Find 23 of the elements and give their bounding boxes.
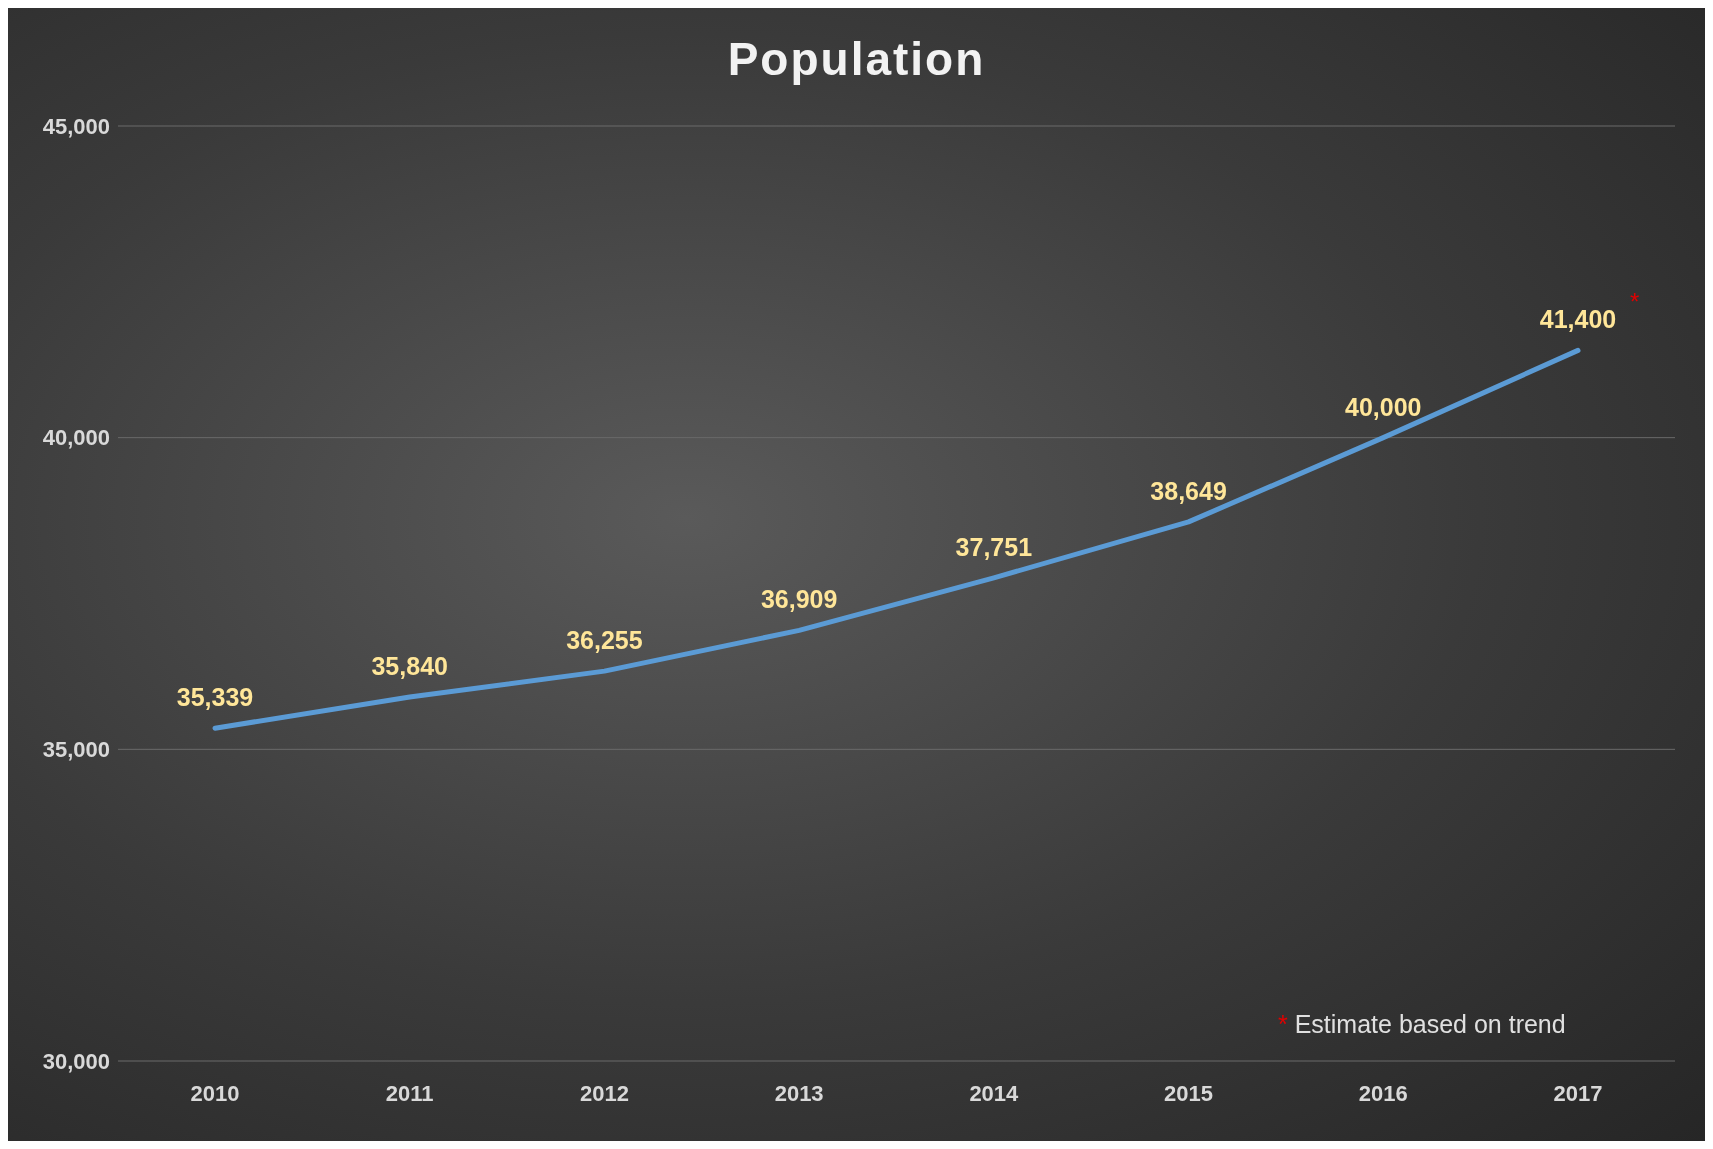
x-tick-label: 2016 (1358, 1080, 1408, 1106)
text: 38,649 (1150, 476, 1227, 505)
y-tick-label: 30,000 (42, 1048, 110, 1074)
text: 36,909 (760, 585, 838, 614)
x-tick-label: 2014 (969, 1080, 1020, 1106)
text: 41,400 (1539, 305, 1617, 334)
x-tick-label: 2013 (774, 1080, 824, 1106)
text: 35,840 (371, 651, 448, 680)
x-tick-label: 2015 (1164, 1080, 1214, 1106)
y-tick-label: 35,000 (42, 737, 110, 763)
text: 37,751 (955, 532, 1033, 561)
text: 36,255 (566, 626, 643, 655)
x-tick-label: 2010 (190, 1080, 240, 1106)
chart-title: Population (726, 32, 987, 86)
y-tick-label: 40,000 (42, 425, 110, 451)
text: 40,000 (1345, 392, 1422, 421)
x-tick-label: 2012 (579, 1080, 629, 1106)
annotation: * (1630, 288, 1640, 316)
text: 35,339 (176, 683, 254, 712)
x-tick-label: 2017 (1553, 1080, 1603, 1106)
x-tick-label: 2011 (385, 1080, 434, 1106)
annotation: * Estimate based on trend (1278, 1010, 1566, 1039)
y-tick-label: 45,000 (42, 113, 110, 139)
